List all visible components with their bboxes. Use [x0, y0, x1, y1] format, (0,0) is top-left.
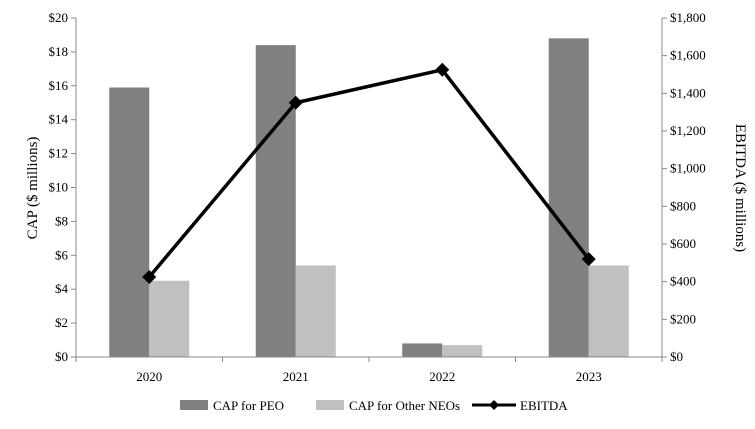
y2-tick-label: $800: [670, 198, 696, 213]
y2-tick-label: $1,000: [670, 161, 706, 176]
y-tick-label: $14: [49, 112, 69, 127]
legend: CAP for PEO CAP for Other NEOs EBITDA: [180, 398, 568, 413]
y2-tick-label: $200: [670, 311, 696, 326]
x-tick-label: 2022: [429, 369, 455, 384]
y-tick-label: $20: [49, 10, 69, 25]
y-tick-label: $6: [55, 247, 69, 262]
point-ebitda-2021: [288, 95, 303, 110]
y2-tick-label: $400: [670, 274, 696, 289]
bar-cap-for-peo-2021: [255, 45, 296, 358]
plot-area: $0 $2 $4 $6 $8 $10 $12 $14 $16 $18 $20 $0 $200 $400 $6…: [49, 10, 706, 384]
y-axis-title: CAP ($ millions): [25, 137, 41, 240]
legend-label-cap-for-peo: CAP for PEO: [213, 398, 284, 413]
bar-cap-for-peo-2023: [548, 38, 589, 358]
bar-cap-for-peo-2020: [109, 87, 150, 358]
bar-cap-for-other-neos-2021: [295, 265, 336, 357]
y-tick-label: $12: [49, 146, 69, 161]
y2-tick-label: $1,200: [670, 123, 706, 138]
legend-swatch-cap-for-peo: [180, 400, 208, 410]
y-tick-label: $0: [55, 349, 68, 364]
y-tick-label: $10: [49, 180, 69, 195]
legend-label-cap-for-other-neos: CAP for Other NEOs: [349, 398, 460, 413]
y2-tick-label: $0: [670, 349, 683, 364]
legend-marker-ebitda: [489, 400, 499, 410]
y-tick-label: $16: [49, 78, 69, 93]
point-ebitda-2020: [142, 269, 157, 284]
line-ebitda: [147, 67, 591, 279]
x-tick-label: 2020: [136, 369, 162, 384]
bar-cap-for-other-neos-2022: [442, 345, 483, 357]
x-tick-label: 2021: [283, 369, 309, 384]
y2-tick-label: $1,400: [670, 85, 706, 100]
point-ebitda-2022: [435, 62, 450, 77]
y-tick-label: $18: [49, 44, 69, 59]
legend-swatch-cap-for-other-neos: [316, 400, 344, 410]
bar-cap-for-other-neos-2020: [149, 280, 190, 357]
x-tick-label: 2023: [576, 369, 602, 384]
y2-axis-title: EBITDA ($ millions): [732, 124, 748, 252]
legend-label-ebitda: EBITDA: [520, 398, 568, 413]
y2-tick-label: $1,600: [670, 48, 706, 63]
bar-cap-for-peo-2022: [402, 343, 443, 357]
y-tick-label: $2: [55, 315, 68, 330]
y2-tick-label: $600: [670, 236, 696, 251]
y2-tick-label: $1,800: [670, 10, 706, 25]
point-ebitda-2023: [581, 252, 596, 267]
y-tick-label: $4: [55, 281, 69, 296]
bar-cap-for-other-neos-2023: [588, 265, 629, 357]
y-tick-label: $8: [55, 213, 68, 228]
